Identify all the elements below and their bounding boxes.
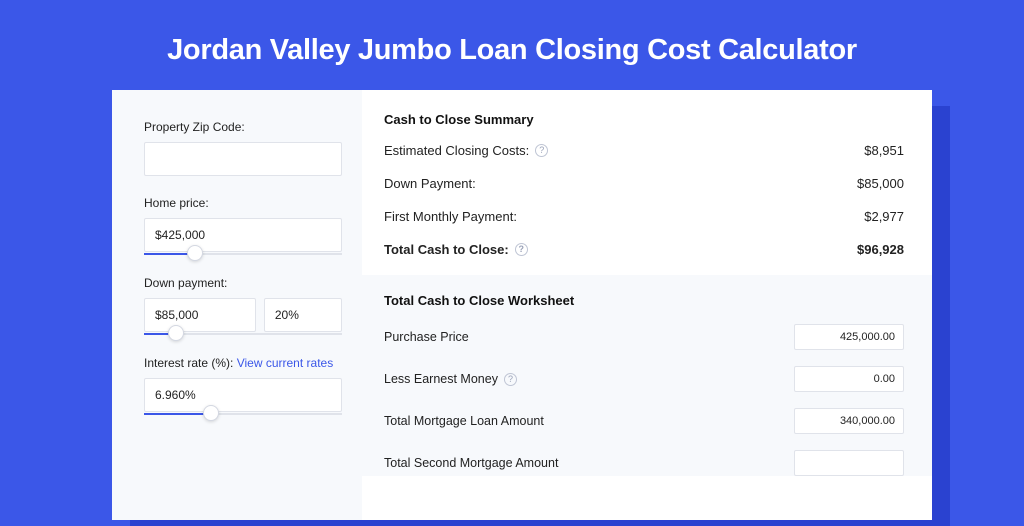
worksheet-label-text: Total Mortgage Loan Amount xyxy=(384,414,544,428)
zip-input[interactable] xyxy=(144,142,342,176)
worksheet-label-text: Total Second Mortgage Amount xyxy=(384,456,558,470)
summary-row-first-payment: First Monthly Payment: $2,977 xyxy=(384,209,904,224)
worksheet-input-purchase[interactable] xyxy=(794,324,904,350)
summary-label-text: Down Payment: xyxy=(384,176,476,191)
slider-fill xyxy=(144,413,211,415)
summary-value: $85,000 xyxy=(857,176,904,191)
home-price-label: Home price: xyxy=(144,196,342,210)
worksheet-label: Total Mortgage Loan Amount xyxy=(384,414,544,428)
summary-label: Down Payment: xyxy=(384,176,476,191)
interest-label-text: Interest rate (%): xyxy=(144,356,233,370)
summary-value: $96,928 xyxy=(857,242,904,257)
worksheet-row-purchase: Purchase Price xyxy=(384,324,904,350)
calculator-card: Property Zip Code: Home price: Down paym… xyxy=(112,90,932,520)
summary-label-text: Estimated Closing Costs: xyxy=(384,143,529,158)
help-icon[interactable]: ? xyxy=(504,373,517,386)
zip-label: Property Zip Code: xyxy=(144,120,342,134)
slider-thumb[interactable] xyxy=(168,325,184,341)
worksheet-row-second-mortgage: Total Second Mortgage Amount xyxy=(384,450,904,476)
summary-title: Cash to Close Summary xyxy=(384,112,904,127)
summary-label-text: First Monthly Payment: xyxy=(384,209,517,224)
worksheet-label-text: Less Earnest Money xyxy=(384,372,498,386)
worksheet-label: Less Earnest Money ? xyxy=(384,372,517,386)
worksheet-input-second-mortgage[interactable] xyxy=(794,450,904,476)
worksheet-title: Total Cash to Close Worksheet xyxy=(384,293,904,308)
help-icon[interactable]: ? xyxy=(535,144,548,157)
worksheet-label: Total Second Mortgage Amount xyxy=(384,456,558,470)
help-icon[interactable]: ? xyxy=(515,243,528,256)
summary-value: $2,977 xyxy=(864,209,904,224)
interest-label: Interest rate (%): View current rates xyxy=(144,356,342,370)
view-rates-link[interactable]: View current rates xyxy=(237,356,334,370)
slider-thumb[interactable] xyxy=(187,245,203,261)
field-home-price: Home price: xyxy=(144,196,342,260)
interest-input[interactable] xyxy=(144,378,342,412)
summary-row-closing-costs: Estimated Closing Costs: ? $8,951 xyxy=(384,143,904,158)
interest-slider[interactable] xyxy=(144,410,342,420)
slider-thumb[interactable] xyxy=(203,405,219,421)
summary-row-total: Total Cash to Close: ? $96,928 xyxy=(384,242,904,257)
worksheet-row-mortgage: Total Mortgage Loan Amount xyxy=(384,408,904,434)
page-root: Jordan Valley Jumbo Loan Closing Cost Ca… xyxy=(0,0,1024,512)
field-zip: Property Zip Code: xyxy=(144,120,342,176)
summary-label-text: Total Cash to Close: xyxy=(384,242,509,257)
worksheet-label: Purchase Price xyxy=(384,330,469,344)
down-payment-input[interactable] xyxy=(144,298,256,332)
worksheet-input-mortgage[interactable] xyxy=(794,408,904,434)
home-price-slider[interactable] xyxy=(144,250,342,260)
worksheet-panel: Total Cash to Close Worksheet Purchase P… xyxy=(362,275,932,476)
down-payment-pct-input[interactable] xyxy=(264,298,342,332)
worksheet-row-earnest: Less Earnest Money ? xyxy=(384,366,904,392)
input-panel: Property Zip Code: Home price: Down paym… xyxy=(112,90,362,520)
summary-label: First Monthly Payment: xyxy=(384,209,517,224)
home-price-input[interactable] xyxy=(144,218,342,252)
field-interest: Interest rate (%): View current rates xyxy=(144,356,342,420)
page-title: Jordan Valley Jumbo Loan Closing Cost Ca… xyxy=(0,0,1024,67)
down-payment-label: Down payment: xyxy=(144,276,342,290)
summary-panel: Cash to Close Summary Estimated Closing … xyxy=(362,90,932,520)
worksheet-label-text: Purchase Price xyxy=(384,330,469,344)
summary-value: $8,951 xyxy=(864,143,904,158)
summary-label: Estimated Closing Costs: ? xyxy=(384,143,548,158)
summary-row-down-payment: Down Payment: $85,000 xyxy=(384,176,904,191)
worksheet-input-earnest[interactable] xyxy=(794,366,904,392)
summary-label: Total Cash to Close: ? xyxy=(384,242,528,257)
down-payment-slider[interactable] xyxy=(144,330,342,340)
field-down-payment: Down payment: xyxy=(144,276,342,340)
